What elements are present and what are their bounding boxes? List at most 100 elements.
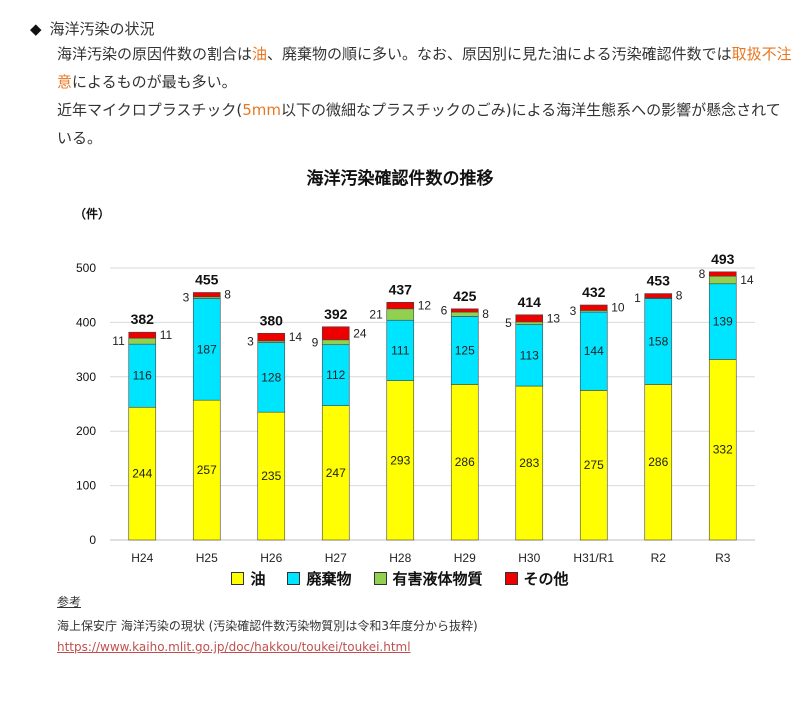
x-tick-label: H28 xyxy=(389,551,411,565)
bar-segment-other xyxy=(192,292,221,298)
bar-value-label: 128 xyxy=(261,370,281,384)
bar-segment-waste xyxy=(708,283,737,360)
paragraph-text: 海洋汚染の原因件数の割合は xyxy=(57,45,253,63)
bar-value-label: 144 xyxy=(584,344,604,358)
bar-segment-other xyxy=(644,293,673,299)
bar-segment-waste xyxy=(644,298,673,385)
bar-segment-oil xyxy=(450,384,479,541)
bar-value-label: 116 xyxy=(133,369,152,383)
bar-value-label: 275 xyxy=(584,458,604,472)
legend-item-oil: 油 xyxy=(231,568,265,589)
small-segment-label: 1 xyxy=(634,291,641,305)
bar-value-label: 158 xyxy=(648,334,668,348)
bar-total-label: 382 xyxy=(131,311,155,327)
x-tick-label: R3 xyxy=(715,551,731,565)
bar-value-label: 332 xyxy=(713,443,733,457)
highlight-careless-handling: 取扱不注意 xyxy=(57,45,792,91)
bar-segment-hazardous-liquid xyxy=(321,339,350,346)
bar-segment-oil xyxy=(321,405,350,541)
bar-total-label: 425 xyxy=(453,288,477,304)
legend-label-oil: 油 xyxy=(250,570,266,588)
chart-legend: 油 廃棄物 有害液体物質 その他 xyxy=(0,568,800,589)
x-tick-label: H31/R1 xyxy=(573,551,614,565)
bar-total-label: 380 xyxy=(260,312,284,328)
bar-segment-waste xyxy=(515,324,544,387)
bar-segment-waste xyxy=(128,343,157,408)
bar-total-label: 392 xyxy=(324,306,348,322)
bar-segment-other xyxy=(708,271,737,277)
bar-value-label: 112 xyxy=(326,368,345,382)
small-segment-label: 3 xyxy=(247,335,254,349)
legend-label-other: その他 xyxy=(523,570,569,588)
reference-link[interactable]: https://www.kaiho.mlit.go.jp/doc/hakkou/… xyxy=(57,640,411,654)
bar-value-label: 286 xyxy=(648,455,668,469)
small-segment-label: 11 xyxy=(112,334,125,348)
legend-label-hazardous-liquid: 有害液体物質 xyxy=(392,570,483,588)
bar-segment-oil xyxy=(708,359,737,541)
bar-total-label: 432 xyxy=(582,284,606,300)
bar-segment-other xyxy=(128,331,157,339)
bar-segment-hazardous-liquid xyxy=(708,275,737,285)
bar-value-label: 247 xyxy=(326,466,346,480)
bar-segment-other xyxy=(257,332,286,342)
bar-segment-other xyxy=(579,304,608,311)
paragraph-text: によるものが最も多い。 xyxy=(72,73,237,91)
legend-swatch-other xyxy=(504,572,518,585)
bar-value-label: 111 xyxy=(391,343,410,357)
highlight-oil: 油 xyxy=(252,45,268,63)
legend-swatch-hazardous-liquid xyxy=(373,572,387,585)
diamond-bullet-icon: ◆ xyxy=(30,20,42,38)
bar-total-label: 493 xyxy=(711,251,735,267)
small-segment-label: 10 xyxy=(611,301,625,315)
small-segment-label: 3 xyxy=(183,291,190,305)
y-tick-label: 200 xyxy=(76,424,96,438)
bar-segment-hazardous-liquid xyxy=(515,321,544,325)
bar-segment-other xyxy=(450,308,479,313)
bar-total-label: 455 xyxy=(195,271,219,287)
section-heading-text: 海洋汚染の状況 xyxy=(49,20,155,38)
small-segment-label: 14 xyxy=(740,273,754,287)
y-tick-label: 500 xyxy=(76,261,96,275)
legend-item-other: その他 xyxy=(504,568,569,589)
bar-segment-oil xyxy=(192,399,221,541)
bar-segment-hazardous-liquid xyxy=(128,337,157,345)
paragraph-text: 以下の微細なプラスチックのごみ)による海洋生態系への影響が懸念されている。 xyxy=(57,101,781,147)
paragraph-text: 、廃棄物の順に多い。なお、原因別に見た油による汚染確認件数では xyxy=(267,45,732,63)
bar-value-label: 235 xyxy=(261,469,281,483)
reference-source: 海上保安庁 海洋汚染の現状 (汚染確認件数汚染物質別は令和3年度分から抜粋) xyxy=(57,619,478,633)
highlight-5mm: 5mm xyxy=(242,101,282,119)
section-heading: ◆ 海洋汚染の状況 xyxy=(30,18,155,39)
legend-label-waste: 廃棄物 xyxy=(306,570,352,588)
x-tick-label: H29 xyxy=(454,551,476,565)
bar-total-label: 414 xyxy=(518,294,542,310)
small-segment-label: 24 xyxy=(353,326,367,340)
x-tick-label: H25 xyxy=(196,551,218,565)
small-segment-label: 8 xyxy=(699,267,706,281)
bar-value-label: 125 xyxy=(455,343,475,357)
bar-segment-other xyxy=(515,314,544,323)
reference-label: 参考 xyxy=(57,595,82,609)
bar-segment-other xyxy=(321,326,350,341)
small-segment-label: 13 xyxy=(547,311,561,325)
small-segment-label: 9 xyxy=(312,335,319,349)
bar-segment-oil xyxy=(257,411,286,541)
bar-value-label: 187 xyxy=(197,342,217,356)
bar-value-label: 283 xyxy=(519,456,539,470)
chart-title: 海洋汚染確認件数の推移 xyxy=(306,169,494,189)
legend-swatch-oil xyxy=(231,572,245,585)
bar-total-label: 437 xyxy=(389,281,413,297)
small-segment-label: 6 xyxy=(441,303,448,317)
legend-swatch-waste xyxy=(287,572,301,585)
paragraph-microplastics: 近年マイクロプラスチック(5mm以下の微細なプラスチックのごみ)による海洋生態系… xyxy=(57,96,792,152)
paragraph-text: 近年マイクロプラスチック( xyxy=(57,101,243,119)
x-tick-label: R2 xyxy=(651,551,667,565)
x-tick-label: H27 xyxy=(325,551,347,565)
bar-value-label: 257 xyxy=(197,463,217,477)
small-segment-label: 12 xyxy=(418,299,432,313)
small-segment-label: 3 xyxy=(570,304,577,318)
small-segment-label: 21 xyxy=(369,308,383,322)
bar-segment-waste xyxy=(257,342,286,413)
small-segment-label: 8 xyxy=(482,307,489,321)
bar-value-label: 286 xyxy=(455,455,475,469)
